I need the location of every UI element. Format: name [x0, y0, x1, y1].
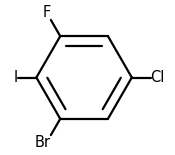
Text: F: F — [43, 5, 51, 20]
Text: I: I — [13, 70, 18, 85]
Text: Cl: Cl — [150, 70, 165, 85]
Text: Br: Br — [35, 135, 51, 150]
